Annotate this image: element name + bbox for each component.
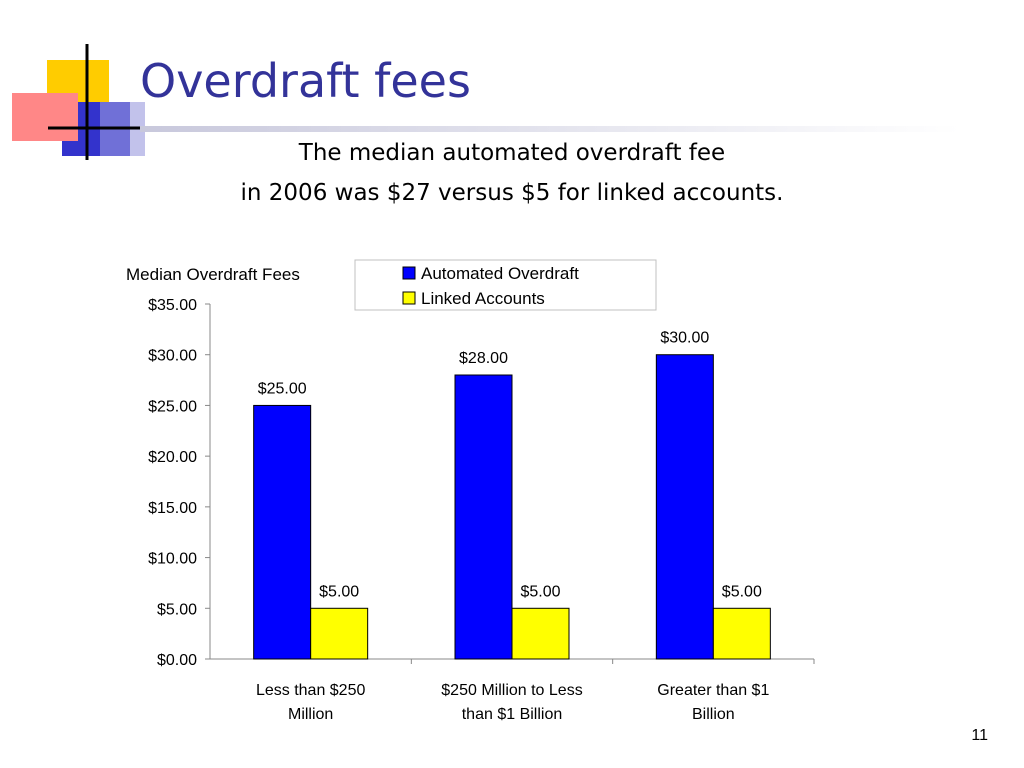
x-category-label: Greater than $1 <box>657 682 769 699</box>
x-category-label: than $1 Billion <box>462 706 563 723</box>
legend-label: Automated Overdraft <box>421 264 579 283</box>
y-tick-label: $0.00 <box>157 652 197 669</box>
data-label: $5.00 <box>319 583 359 600</box>
chart-title: Median Overdraft Fees <box>126 265 300 284</box>
x-category-label: Million <box>288 706 333 723</box>
bar-automated <box>655 354 714 660</box>
title-underline <box>140 126 960 132</box>
data-label: $28.00 <box>459 350 508 367</box>
y-tick-label: $20.00 <box>148 449 197 466</box>
x-category-label: Less than $250 <box>256 682 366 699</box>
legend-label: Linked Accounts <box>421 289 545 308</box>
bar-linked <box>310 607 369 660</box>
y-tick-label: $10.00 <box>148 551 197 568</box>
y-tick-label: $30.00 <box>148 348 197 365</box>
data-label: $5.00 <box>520 583 560 600</box>
y-tick-label: $25.00 <box>148 398 197 415</box>
decorative-logo <box>12 44 145 160</box>
bar-automated <box>253 404 312 660</box>
x-category-label: $250 Million to Less <box>441 682 582 699</box>
data-label: $25.00 <box>258 380 307 397</box>
y-tick-label: $35.00 <box>148 297 197 314</box>
bar-linked <box>712 607 771 660</box>
y-tick-label: $15.00 <box>148 500 197 517</box>
x-category-label: Billion <box>692 706 735 723</box>
subtitle-line-2: in 2006 was $27 versus $5 for linked acc… <box>240 180 784 206</box>
data-label: $5.00 <box>722 583 762 600</box>
data-label: $30.00 <box>660 330 709 347</box>
slide-title: Overdraft fees <box>140 54 471 108</box>
subtitle-line-1: The median automated overdraft fee <box>298 140 726 166</box>
bar-linked <box>511 607 570 660</box>
logo-red-fade <box>12 93 78 141</box>
y-tick-label: $5.00 <box>157 601 197 618</box>
page-number: 11 <box>971 727 988 744</box>
bar-automated <box>454 374 513 660</box>
legend-swatch <box>402 266 416 280</box>
legend-swatch <box>402 291 416 305</box>
